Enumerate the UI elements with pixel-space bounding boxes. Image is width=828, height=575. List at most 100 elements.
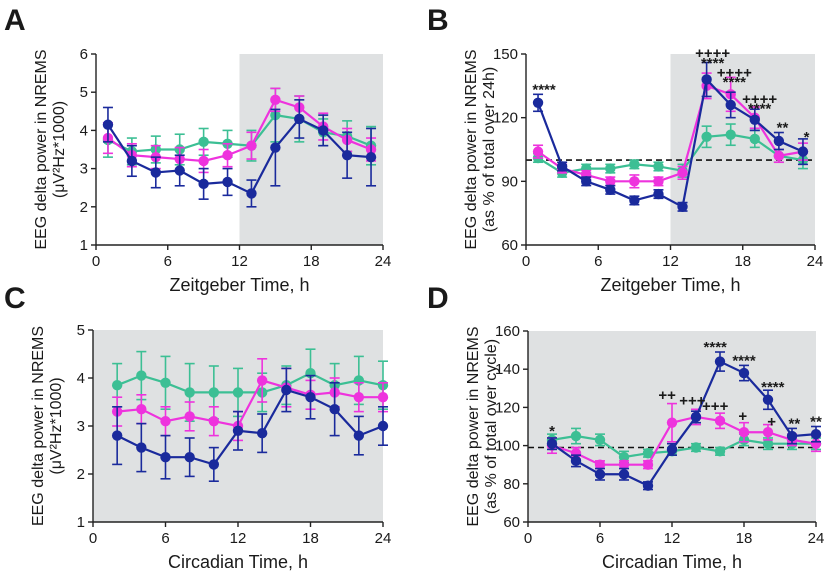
significance-label: ****: [704, 339, 728, 356]
data-point: [642, 480, 654, 491]
data-point: [570, 455, 582, 467]
significance-label: ****: [748, 100, 772, 117]
data-point: [184, 452, 195, 463]
x-tick-label: 6: [161, 530, 169, 547]
y-tick-label: 3: [80, 161, 88, 178]
data-point: [136, 442, 147, 453]
data-point: [677, 201, 688, 212]
data-point: [111, 380, 123, 391]
y-tick-label: 3: [77, 418, 85, 435]
data-point: [762, 438, 774, 449]
panel-letter: C: [4, 282, 26, 315]
data-point: [714, 415, 726, 426]
y-tick-label: 4: [80, 122, 88, 139]
y-tick-label: 4: [77, 370, 85, 387]
data-point: [353, 392, 365, 403]
data-point: [653, 188, 664, 200]
y-tick-label: 90: [501, 173, 518, 190]
data-point: [666, 444, 678, 455]
data-point: [111, 430, 123, 441]
y-tick-label: 80: [503, 476, 520, 493]
significance-label: *: [549, 423, 555, 440]
y-tick-label: 120: [493, 110, 518, 127]
panel-letter: A: [4, 4, 26, 37]
x-axis-title: Circadian Time, h: [168, 552, 308, 572]
significance-label: +++: [702, 398, 729, 415]
data-point: [797, 146, 809, 157]
data-point: [618, 451, 630, 463]
data-point: [198, 155, 209, 167]
x-tick-label: 24: [375, 253, 392, 270]
panel-B: B 60 90 120 150 0 6 12 18 24 Zeitgeber Time, h EEG …: [427, 4, 823, 295]
data-point: [749, 114, 760, 125]
data-point: [305, 392, 316, 403]
x-tick-label: 24: [808, 530, 825, 547]
significance-label: ++++: [717, 64, 752, 81]
data-point: [629, 176, 640, 187]
x-tick-label: 18: [303, 253, 320, 270]
data-point: [198, 136, 209, 148]
data-point: [581, 176, 592, 187]
x-tick-label: 18: [734, 253, 751, 270]
data-point: [773, 135, 785, 147]
data-point: [184, 387, 195, 398]
data-point: [174, 165, 185, 176]
data-point: [594, 434, 606, 446]
x-tick-label: 6: [596, 530, 604, 547]
y-axis-subtitle: (as % of total over cycle): [483, 339, 500, 514]
data-point: [246, 140, 257, 151]
data-point: [725, 129, 736, 140]
significance-label: ++++: [742, 91, 777, 108]
data-point: [677, 167, 688, 179]
y-tick-label: 160: [495, 323, 520, 340]
panel-letter: D: [427, 282, 449, 315]
x-tick-label: 12: [230, 530, 247, 547]
x-tick-label: 0: [522, 253, 530, 270]
data-point: [762, 427, 774, 438]
data-point: [618, 459, 630, 470]
y-tick-label: 100: [495, 438, 520, 455]
x-tick-label: 24: [375, 530, 392, 547]
data-point: [594, 469, 606, 480]
x-tick-label: 0: [89, 530, 97, 547]
data-point: [762, 394, 774, 405]
data-point: [629, 195, 640, 206]
data-point: [532, 146, 544, 157]
data-point: [653, 161, 664, 172]
data-point: [208, 387, 220, 398]
data-point: [556, 161, 568, 172]
data-point: [256, 375, 268, 386]
data-point: [749, 133, 760, 145]
x-axis-title: Circadian Time, h: [602, 552, 742, 572]
data-point: [150, 167, 161, 178]
significance-label: +: [767, 414, 776, 431]
x-axis-title: Zeitgeber Time, h: [169, 275, 309, 295]
data-point: [353, 430, 365, 441]
data-point: [160, 452, 171, 463]
data-point: [222, 150, 233, 161]
data-point: [714, 356, 726, 367]
x-tick-label: 24: [807, 253, 824, 270]
series-blue: [102, 99, 377, 208]
data-point: [725, 99, 736, 111]
data-point: [532, 97, 544, 109]
data-point: [270, 94, 281, 106]
x-tick-label: 6: [164, 253, 172, 270]
series-blue: [546, 351, 822, 491]
series-blue: [532, 61, 809, 212]
shaded-dark-phase: [670, 54, 815, 245]
data-point: [546, 438, 558, 449]
y-tick-label: 150: [493, 46, 518, 63]
y-axis-title: EEG delta power in NREMS: [33, 49, 50, 249]
significance-label: ++: [658, 387, 676, 404]
significance-label: ****: [701, 55, 725, 72]
data-point: [629, 159, 640, 170]
y-tick-label: 140: [495, 361, 520, 378]
x-axis-title: Zeitgeber Time, h: [600, 275, 740, 295]
y-tick-label: 2: [80, 199, 88, 216]
y-tick-label: 2: [77, 466, 85, 483]
data-point: [594, 459, 606, 470]
series-blue: [111, 367, 389, 483]
x-tick-label: 18: [302, 530, 319, 547]
